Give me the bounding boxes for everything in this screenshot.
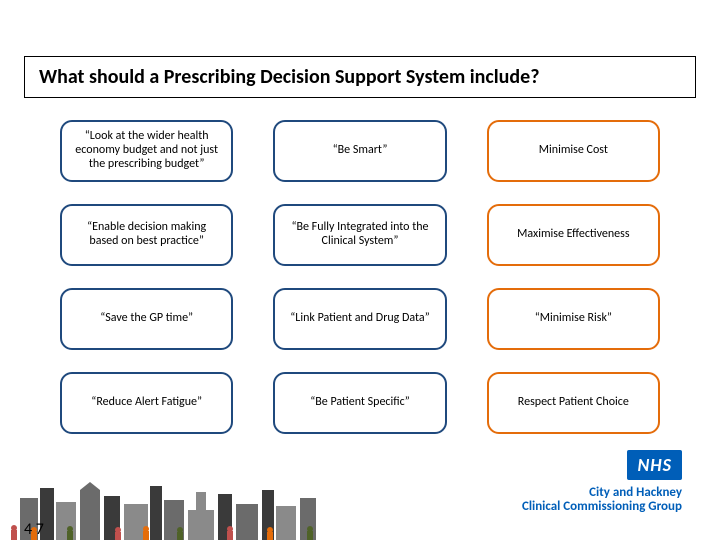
slide-title: What should a Prescribing Decision Suppo… (39, 65, 539, 89)
footer: NHS City and Hackney Clinical Commission… (0, 450, 720, 540)
card-text: “Save the GP time” (100, 312, 193, 326)
card-best-practice: “Enable decision making based on best pr… (60, 204, 233, 266)
card-integrated: “Be Fully Integrated into the Clinical S… (273, 204, 446, 266)
nhs-subtitle-line1: City and Hackney (522, 486, 682, 500)
card-grid: “Look at the wider health economy budget… (60, 120, 660, 434)
skyline-icon (0, 480, 330, 540)
card-save-gp-time: “Save the GP time” (60, 288, 233, 350)
card-link-data: “Link Patient and Drug Data” (273, 288, 446, 350)
card-text: “Be Patient Specific” (310, 396, 409, 410)
nhs-subtitle: City and Hackney Clinical Commissioning … (522, 486, 682, 515)
card-text: “Look at the wider health economy budget… (72, 130, 221, 171)
card-text: “Be Smart” (333, 144, 388, 158)
card-text: Maximise Effectiveness (517, 228, 629, 242)
card-text: “Reduce Alert Fatigue” (91, 396, 202, 410)
card-text: “Be Fully Integrated into the Clinical S… (285, 221, 434, 249)
title-band: What should a Prescribing Decision Suppo… (24, 56, 696, 98)
card-budget: “Look at the wider health economy budget… (60, 120, 233, 182)
card-minimise-cost: Minimise Cost (487, 120, 660, 182)
card-patient-choice: Respect Patient Choice (487, 372, 660, 434)
card-alert-fatigue: “Reduce Alert Fatigue” (60, 372, 233, 434)
card-be-smart: “Be Smart” (273, 120, 446, 182)
nhs-subtitle-line2: Clinical Commissioning Group (522, 500, 682, 514)
card-patient-specific: “Be Patient Specific” (273, 372, 446, 434)
card-text: “Minimise Risk” (535, 312, 612, 326)
nhs-branding: NHS City and Hackney Clinical Commission… (522, 450, 682, 515)
card-text: “Enable decision making based on best pr… (72, 221, 221, 249)
slide: What should a Prescribing Decision Suppo… (0, 0, 720, 540)
page-number: 4 7 (24, 522, 44, 538)
card-text: Minimise Cost (539, 144, 608, 158)
card-text: Respect Patient Choice (518, 396, 629, 410)
card-text: “Link Patient and Drug Data” (290, 312, 429, 326)
card-minimise-risk: “Minimise Risk” (487, 288, 660, 350)
nhs-logo: NHS (627, 450, 682, 480)
card-max-effectiveness: Maximise Effectiveness (487, 204, 660, 266)
